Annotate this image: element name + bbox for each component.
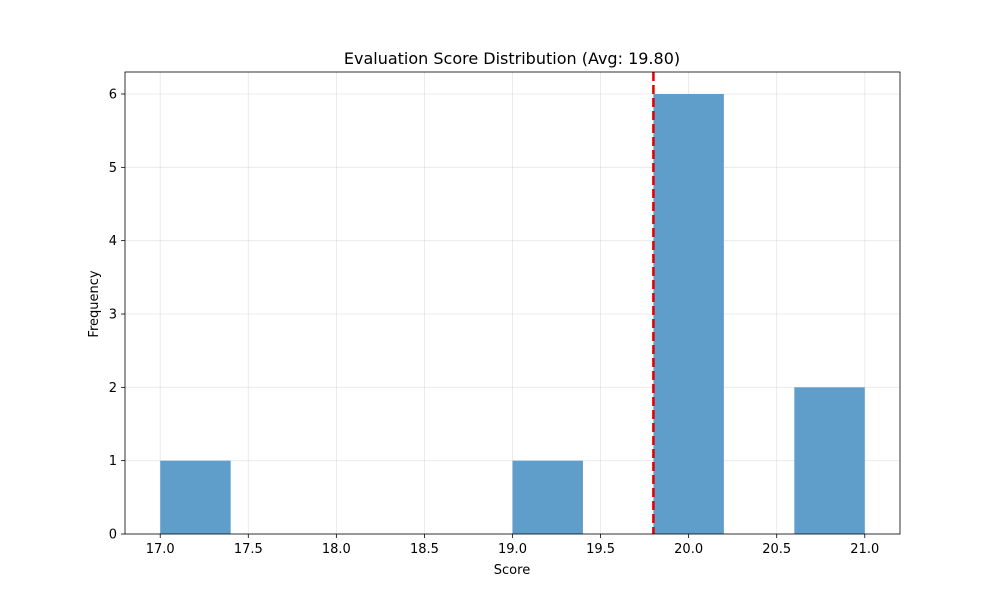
y-tick-label: 3 — [109, 308, 117, 323]
x-tick-label: 17.0 — [146, 542, 175, 557]
x-tick-label: 18.0 — [322, 542, 351, 557]
x-tick-label: 17.5 — [234, 542, 263, 557]
y-tick-label: 1 — [109, 454, 117, 469]
y-tick-label: 4 — [109, 234, 117, 249]
y-tick-label: 0 — [109, 528, 117, 543]
x-tick-label: 20.0 — [674, 542, 703, 557]
x-axis-label: Score — [494, 563, 530, 578]
x-tick-label: 21.0 — [850, 542, 879, 557]
y-tick-label: 6 — [109, 88, 117, 103]
histogram-bar — [794, 387, 865, 534]
histogram-bar — [512, 460, 583, 534]
y-tick-label: 5 — [109, 161, 117, 176]
x-tick-label: 20.5 — [762, 542, 791, 557]
x-tick-label: 19.5 — [586, 542, 615, 557]
x-tick-label: 18.5 — [410, 542, 439, 557]
histogram-bar — [653, 94, 724, 534]
ticks: 17.0 17.5 18.0 18.5 19.0 19.5 20.0 20.5 21.0 0 1 2 3… — [109, 88, 880, 558]
histogram-bar — [160, 460, 231, 534]
x-tick-label: 19.0 — [498, 542, 527, 557]
bars — [160, 94, 865, 534]
y-tick-label: 2 — [109, 381, 117, 396]
chart-title: Evaluation Score Distribution (Avg: 19.8… — [344, 49, 680, 68]
y-axis-label: Frequency — [87, 270, 102, 337]
